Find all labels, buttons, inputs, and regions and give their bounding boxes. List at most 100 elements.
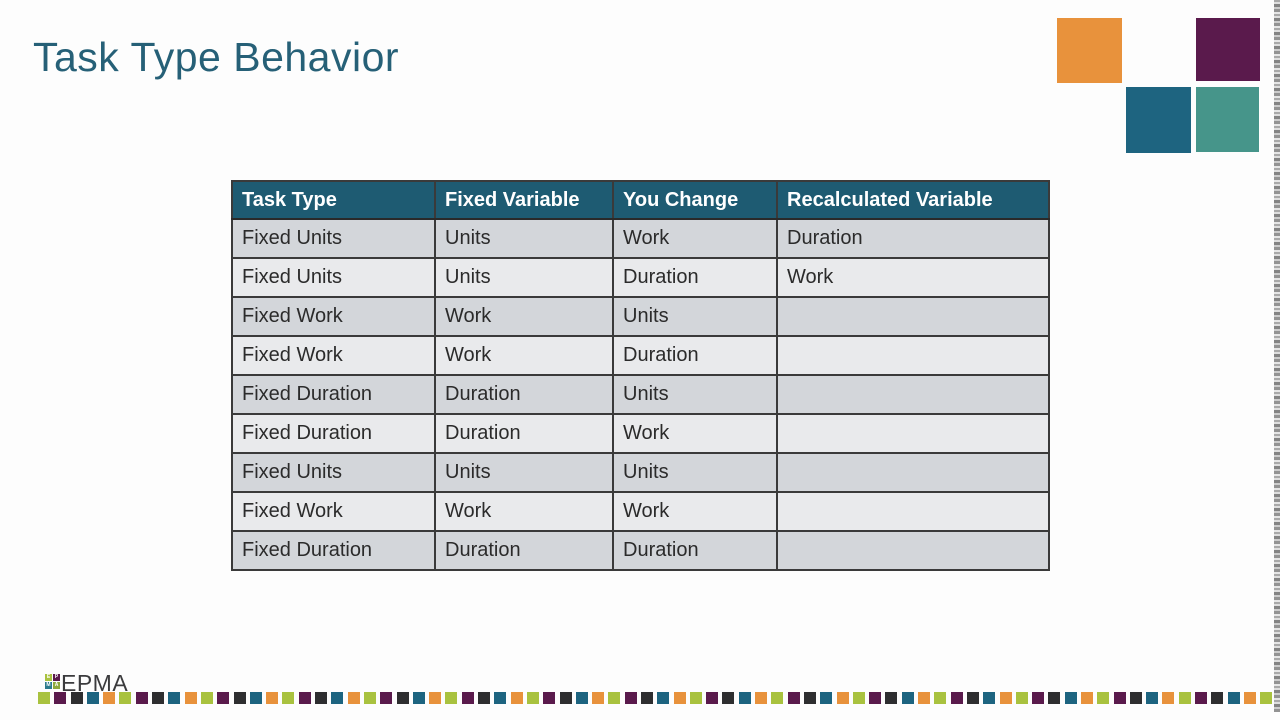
- cell-fixed-variable: Work: [434, 491, 614, 532]
- table-row: Fixed Duration Duration Units: [231, 374, 1050, 415]
- cell-you-change: Units: [612, 374, 778, 415]
- decor-square-teal-blue: [1126, 87, 1191, 153]
- strip-square: [266, 692, 279, 704]
- strip-square: [1211, 692, 1224, 704]
- strip-square: [380, 692, 393, 704]
- strip-square: [1129, 692, 1142, 704]
- strip-square: [852, 692, 865, 704]
- strip-square: [901, 692, 914, 704]
- cell-fixed-variable: Duration: [434, 413, 614, 454]
- footer-strip: [38, 692, 1273, 704]
- cell-recalculated-variable: [776, 335, 1050, 376]
- strip-square: [1097, 692, 1110, 704]
- strip-square: [119, 692, 132, 704]
- strip-square: [575, 692, 588, 704]
- strip-square: [624, 692, 637, 704]
- cell-task-type: Fixed Duration: [231, 374, 436, 415]
- strip-square: [1081, 692, 1093, 704]
- strip-square: [722, 692, 735, 704]
- strip-square: [820, 692, 833, 704]
- strip-square: [755, 692, 768, 704]
- strip-square: [885, 692, 898, 704]
- task-type-table: Task Type Fixed Variable You Change Reca…: [231, 180, 1050, 571]
- strip-square: [1015, 692, 1028, 704]
- strip-square: [412, 692, 425, 704]
- cell-fixed-variable: Units: [434, 452, 614, 493]
- table-row: Fixed Units Units Units: [231, 452, 1050, 493]
- logo-tile-m: M: [45, 682, 52, 689]
- logo-tile-e: E: [45, 674, 52, 681]
- cell-recalculated-variable: [776, 491, 1050, 532]
- strip-square: [559, 692, 572, 704]
- strip-square: [836, 692, 849, 704]
- strip-square: [526, 692, 539, 704]
- table-row: Fixed Units Units Work Duration: [231, 218, 1050, 259]
- strip-square: [331, 692, 344, 704]
- cell-you-change: Work: [612, 413, 778, 454]
- logo-tile-a: A: [53, 682, 60, 689]
- strip-square: [1243, 692, 1256, 704]
- strip-square: [429, 692, 442, 704]
- strip-square: [657, 692, 670, 704]
- header-recalculated-variable: Recalculated Variable: [776, 180, 1050, 220]
- strip-square: [1113, 692, 1126, 704]
- cell-fixed-variable: Units: [434, 257, 614, 298]
- strip-square: [1260, 692, 1273, 704]
- cell-recalculated-variable: Duration: [776, 218, 1050, 259]
- strip-square: [200, 692, 213, 704]
- strip-square: [689, 692, 702, 704]
- strip-square: [315, 692, 328, 704]
- decor-square-teal-green: [1196, 87, 1259, 152]
- cell-fixed-variable: Duration: [434, 530, 614, 571]
- strip-square: [918, 692, 931, 704]
- page-title: Task Type Behavior: [33, 34, 400, 80]
- cell-task-type: Fixed Work: [231, 296, 436, 337]
- cell-task-type: Fixed Work: [231, 335, 436, 376]
- cell-recalculated-variable: [776, 413, 1050, 454]
- strip-square: [135, 692, 148, 704]
- epma-logo-text: EPMA: [61, 670, 129, 696]
- cell-you-change: Duration: [612, 335, 778, 376]
- strip-square: [298, 692, 311, 704]
- cell-you-change: Duration: [612, 530, 778, 571]
- strip-square: [771, 692, 784, 704]
- table-header-row: Task Type Fixed Variable You Change Reca…: [231, 180, 1050, 220]
- strip-square: [478, 692, 491, 704]
- strip-square: [70, 692, 83, 704]
- cell-task-type: Fixed Duration: [231, 413, 436, 454]
- cell-task-type: Fixed Work: [231, 491, 436, 532]
- strip-square: [787, 692, 800, 704]
- strip-square: [673, 692, 686, 704]
- strip-square: [217, 692, 230, 704]
- cell-recalculated-variable: [776, 296, 1050, 337]
- table-row: Fixed Duration Duration Work: [231, 413, 1050, 454]
- strip-square: [103, 692, 116, 704]
- header-task-type: Task Type: [231, 180, 436, 220]
- cell-fixed-variable: Work: [434, 296, 614, 337]
- cell-task-type: Fixed Duration: [231, 530, 436, 571]
- table-row: Fixed Work Work Work: [231, 491, 1050, 532]
- strip-square: [1048, 692, 1061, 704]
- cell-recalculated-variable: [776, 374, 1050, 415]
- strip-square: [1195, 692, 1208, 704]
- strip-square: [347, 692, 360, 704]
- strip-square: [461, 692, 474, 704]
- strip-square: [510, 692, 523, 704]
- strip-square: [54, 692, 67, 704]
- strip-square: [640, 692, 653, 704]
- strip-square: [1227, 692, 1240, 704]
- decor-square-orange: [1057, 18, 1122, 83]
- strip-square: [38, 692, 50, 704]
- strip-square: [152, 692, 165, 704]
- cell-fixed-variable: Duration: [434, 374, 614, 415]
- cell-task-type: Fixed Units: [231, 452, 436, 493]
- strip-square: [608, 692, 621, 704]
- strip-square: [396, 692, 409, 704]
- cell-recalculated-variable: [776, 452, 1050, 493]
- table-row: Fixed Work Work Duration: [231, 335, 1050, 376]
- strip-square: [950, 692, 963, 704]
- strip-square: [282, 692, 295, 704]
- strip-square: [184, 692, 197, 704]
- strip-square: [1162, 692, 1175, 704]
